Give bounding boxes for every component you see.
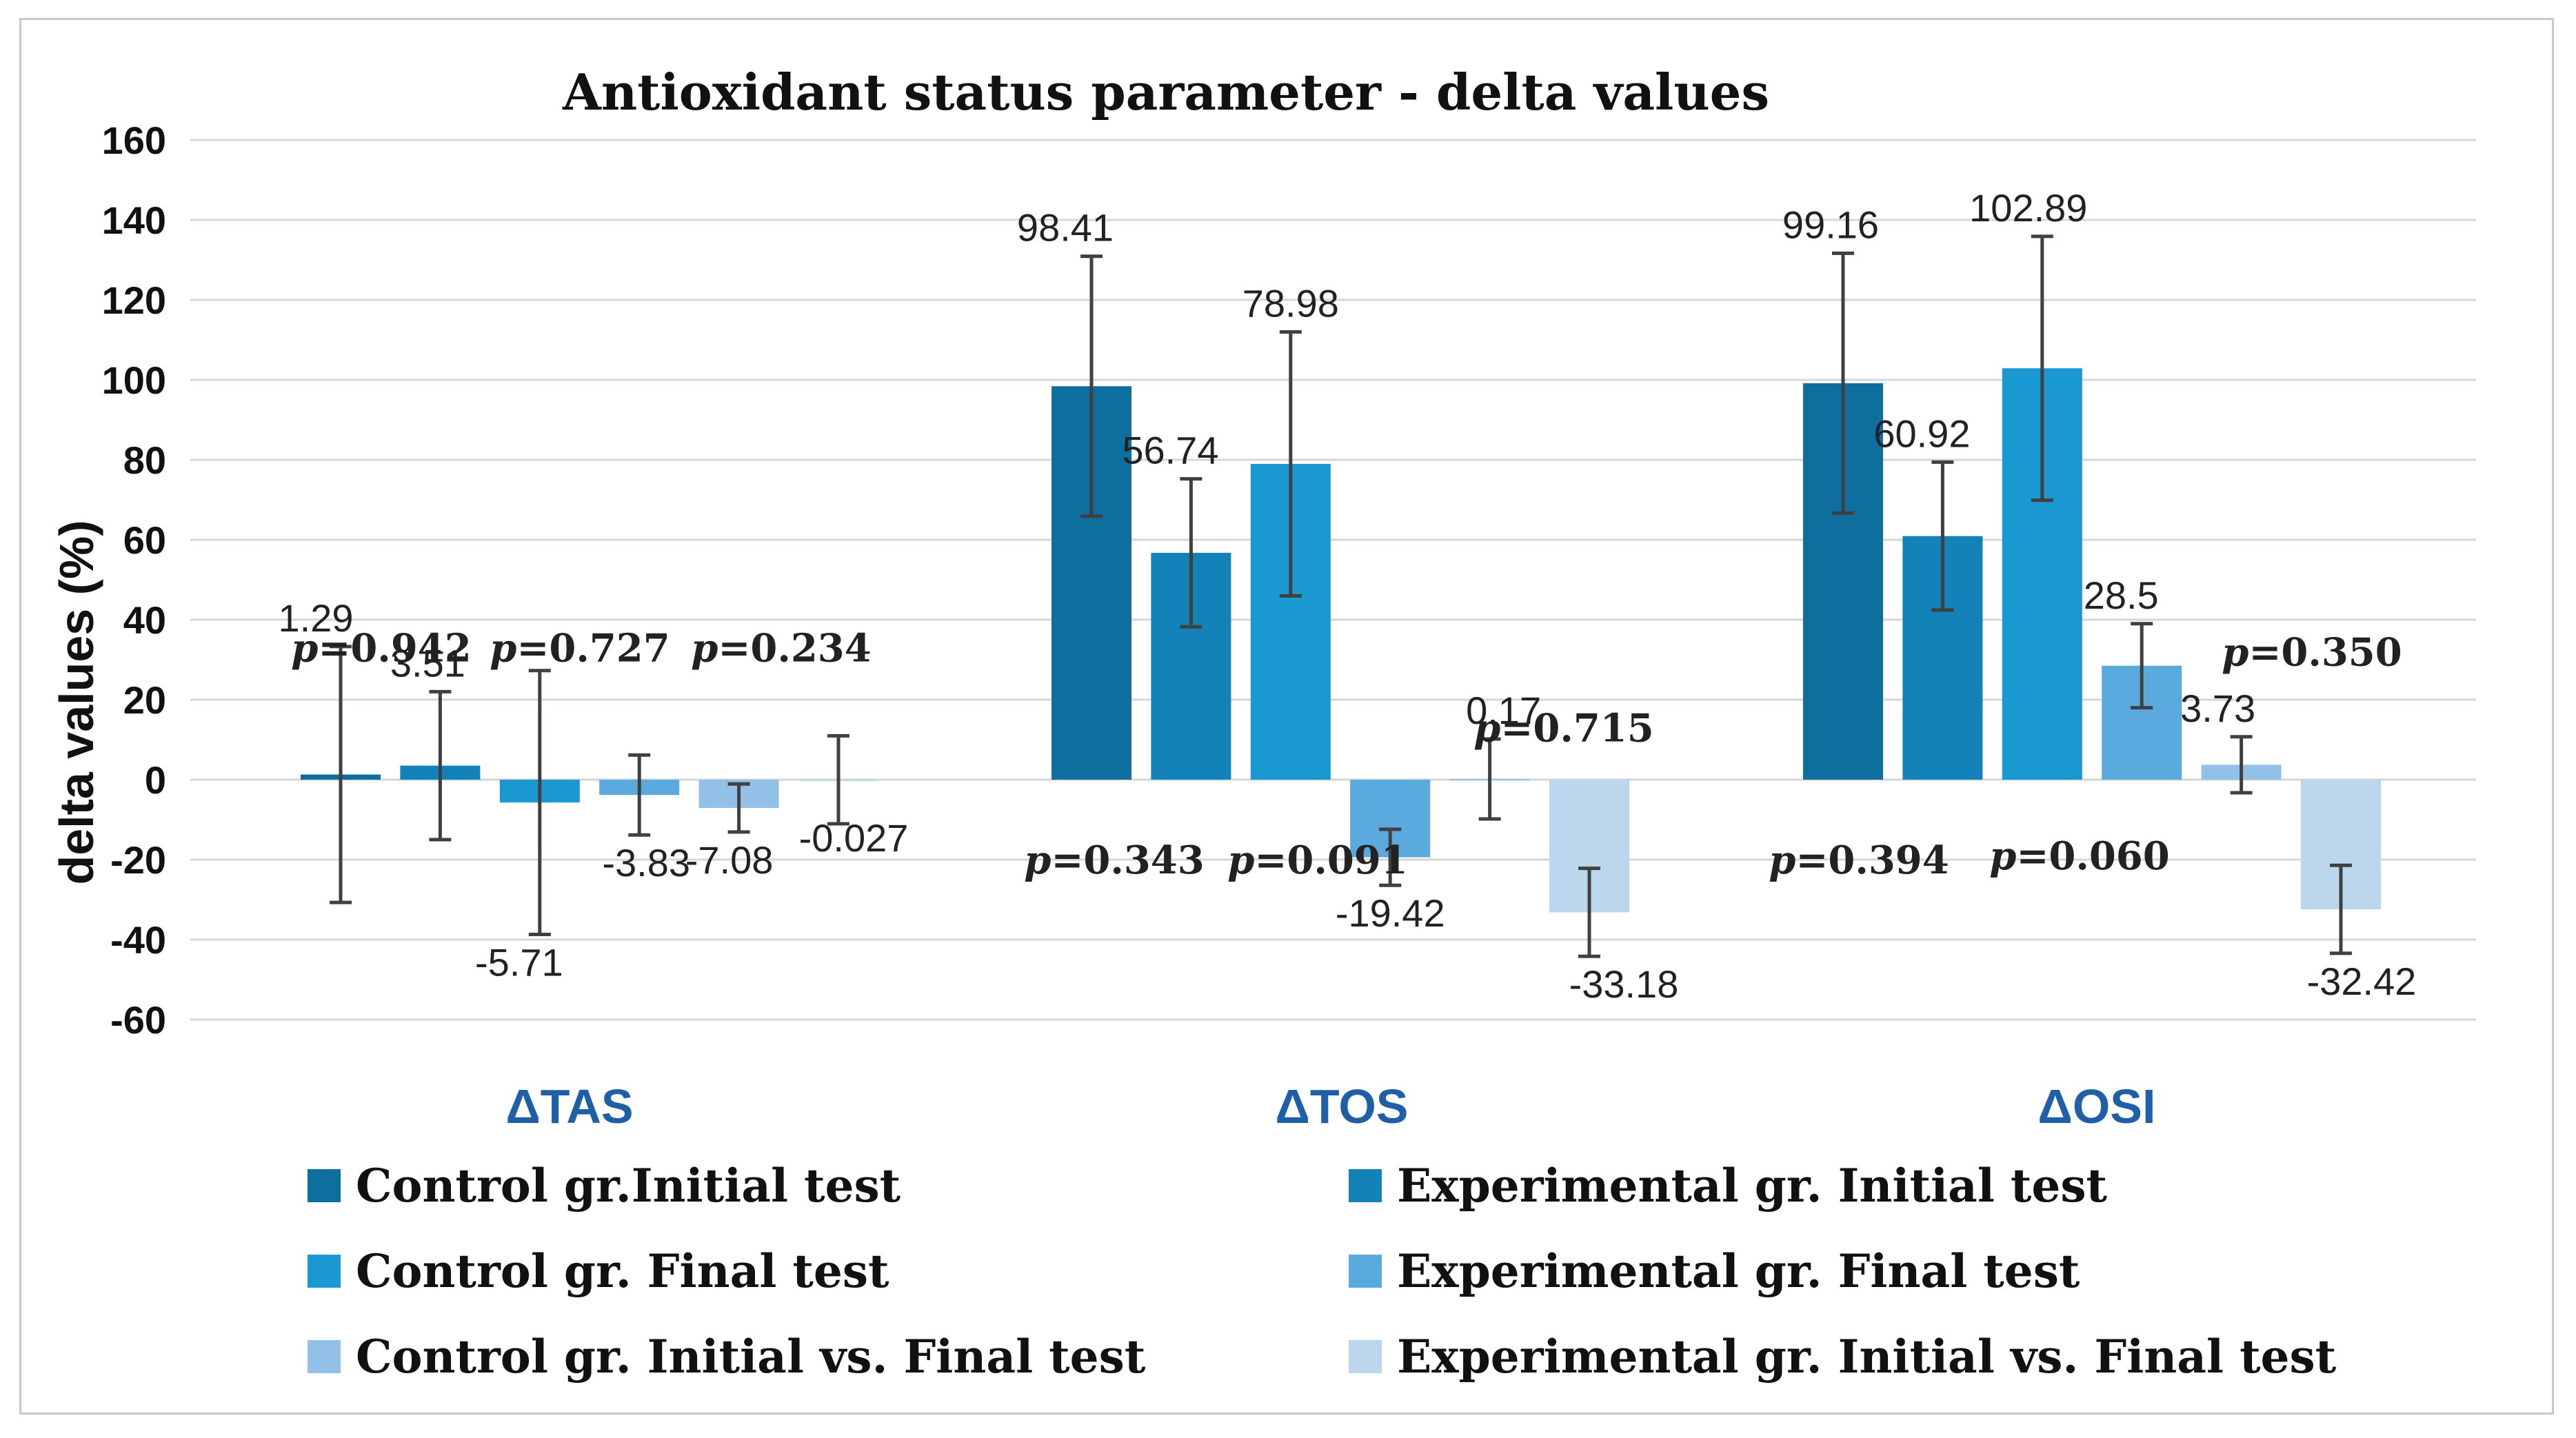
p-value-symbol: p bbox=[291, 626, 318, 671]
p-value-annotation: p=0.234 bbox=[691, 626, 871, 671]
p-value-symbol: p bbox=[1024, 838, 1051, 883]
category-label-layer: ΔTAS ΔTOS ΔOSI bbox=[505, 1080, 2155, 1133]
legend-label: Experimental gr. Final test bbox=[1397, 1244, 2080, 1298]
p-value-annotation: p=0.394 bbox=[1769, 838, 1949, 883]
p-value-text: =0.234 bbox=[718, 626, 871, 671]
data-label: 28.5 bbox=[2084, 574, 2159, 617]
data-label: -33.18 bbox=[1569, 962, 1679, 1006]
category-label: ΔTOS bbox=[1276, 1080, 1409, 1133]
y-tick-label: -20 bbox=[110, 838, 166, 882]
error-bar-layer bbox=[330, 234, 2352, 958]
p-value-symbol: p bbox=[1769, 838, 1795, 883]
y-tick-label: -40 bbox=[110, 918, 166, 962]
p-value-annotation: p=0.350 bbox=[2222, 629, 2402, 675]
p-value-text: =0.394 bbox=[1795, 838, 1949, 883]
data-label: 102.89 bbox=[1969, 186, 2087, 230]
y-tick-label: 120 bbox=[102, 279, 166, 322]
y-tick-label: -60 bbox=[110, 998, 166, 1042]
y-tick-label: 140 bbox=[102, 199, 166, 242]
legend-label: Experimental gr. Initial test bbox=[1397, 1159, 2108, 1213]
p-value-annotation: p=0.091 bbox=[1227, 838, 1407, 883]
chart-title: Antioxidant status parameter - delta val… bbox=[562, 63, 1769, 121]
legend-label: Experimental gr. Initial vs. Final test bbox=[1397, 1330, 2337, 1384]
y-tick-label: 20 bbox=[123, 678, 166, 722]
y-tick-layer: 160 140 120 100 80 60 40 20 0 -20 -40 -60 bbox=[102, 119, 166, 1042]
p-value-symbol: p bbox=[1473, 706, 1500, 751]
p-value-annotation: p=0.727 bbox=[490, 626, 670, 671]
data-label: 78.98 bbox=[1242, 282, 1339, 325]
y-axis-label: delta values (%) bbox=[50, 520, 103, 884]
legend-label: Control gr. Final test bbox=[356, 1244, 889, 1298]
legend-swatch bbox=[308, 1169, 341, 1202]
legend-swatch bbox=[308, 1255, 341, 1288]
p-value-text: =0.091 bbox=[1254, 838, 1407, 883]
data-label: -19.42 bbox=[1336, 891, 1445, 935]
data-label: -0.027 bbox=[799, 816, 909, 860]
data-label: 0.17 bbox=[1466, 689, 1541, 732]
p-value-text: =0.350 bbox=[2248, 629, 2402, 675]
p-value-annotation: p=0.060 bbox=[1989, 833, 2169, 879]
p-value-symbol: p bbox=[490, 626, 516, 671]
chart-svg: Antioxidant status parameter - delta val… bbox=[50, 63, 2476, 1384]
data-label: -32.42 bbox=[2307, 960, 2417, 1003]
legend-swatch bbox=[1349, 1340, 1382, 1373]
p-value-annotation: p=0.343 bbox=[1024, 838, 1204, 883]
p-value-symbol: p bbox=[2222, 629, 2248, 675]
data-label: 60.92 bbox=[1873, 412, 1970, 455]
data-label: 3.73 bbox=[2180, 687, 2255, 730]
y-tick-label: 40 bbox=[123, 598, 166, 642]
y-tick-label: 60 bbox=[123, 518, 166, 562]
p-value-symbol: p bbox=[1227, 838, 1254, 883]
data-label: 98.41 bbox=[1017, 206, 1114, 250]
data-label: 1.29 bbox=[279, 596, 354, 640]
data-label: 99.16 bbox=[1782, 203, 1879, 246]
p-value-text: =0.343 bbox=[1051, 838, 1204, 883]
y-tick-label: 0 bbox=[145, 758, 166, 802]
legend-swatch bbox=[308, 1340, 341, 1373]
p-value-symbol: p bbox=[1989, 833, 2016, 879]
p-value-annotation: p=0.942 bbox=[291, 626, 471, 671]
p-value-text: =0.727 bbox=[516, 626, 670, 671]
data-label: -5.71 bbox=[475, 941, 563, 984]
legend-label: Control gr. Initial vs. Final test bbox=[356, 1330, 1146, 1384]
y-tick-label: 100 bbox=[102, 358, 166, 402]
category-label: ΔOSI bbox=[2038, 1080, 2156, 1133]
p-value-symbol: p bbox=[691, 626, 718, 671]
chart-frame: Antioxidant status parameter - delta val… bbox=[19, 18, 2554, 1415]
legend-swatch bbox=[1349, 1255, 1382, 1288]
y-tick-label: 80 bbox=[123, 438, 166, 482]
p-value-text: =0.715 bbox=[1500, 706, 1653, 751]
p-value-text: =0.942 bbox=[318, 626, 471, 671]
legend-swatch bbox=[1349, 1169, 1382, 1202]
legend-label: Control gr.Initial test bbox=[356, 1159, 901, 1213]
data-label-layer: 1.29 98.41 99.16 3.51 56.74 60.92 -5.71 78.98 10… bbox=[279, 186, 2417, 1006]
grid-layer bbox=[190, 139, 2476, 1021]
category-label: ΔTAS bbox=[505, 1080, 633, 1133]
y-tick-label: 160 bbox=[102, 119, 166, 162]
legend: Control gr.Initial test Experimental gr. … bbox=[308, 1159, 2337, 1384]
data-label: -7.08 bbox=[685, 838, 774, 882]
data-label: 3.51 bbox=[390, 641, 465, 685]
p-value-annotation: p=0.715 bbox=[1473, 706, 1653, 751]
p-value-text: =0.060 bbox=[2016, 833, 2169, 879]
data-label: 56.74 bbox=[1122, 429, 1218, 472]
data-label: -3.83 bbox=[602, 841, 690, 884]
